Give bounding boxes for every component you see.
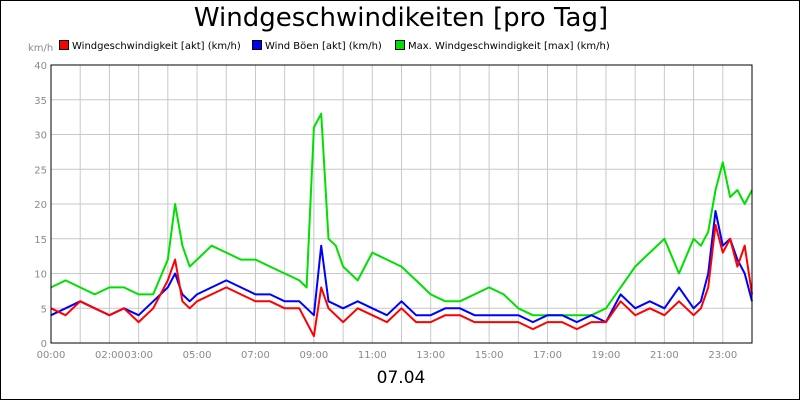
x-tick-label: 09:00 [299,350,328,361]
plot-border [50,64,753,344]
legend-label-wind-speed: Windgeschwindigkeit [akt] (km/h) [72,41,241,52]
y-tick-label: 40 [34,61,47,72]
y-tick-label: 15 [34,235,47,246]
series-line-wind-speed [50,223,753,338]
x-tick-label: 13:00 [416,350,445,361]
series-line-wind-gusts [50,210,753,324]
x-tick-label: 11:00 [358,350,387,361]
x-tick-label: 23:00 [708,350,737,361]
y-tick-label: 0 [41,339,47,350]
legend-item-wind-speed: Windgeschwindigkeit [akt] (km/h) [59,40,241,52]
y-tick-label: 10 [34,270,47,281]
series-line-max-wind [50,112,753,317]
x-tick-label: 17:00 [533,350,562,361]
legend-swatch-wind-gusts [252,40,262,50]
x-tick-label: 00:00 [37,350,66,361]
x-tick-label: 21:00 [650,350,679,361]
y-tick-label: 25 [34,165,47,176]
y-tick-label: 5 [41,304,47,315]
x-tick-label: 03:00 [124,350,153,361]
x-tick-label: 07:00 [241,350,270,361]
date-label: 07.04 [376,368,426,388]
y-axis-unit: km/h [28,43,54,54]
chart-title: Windgeschwindikeiten [pro Tag] [193,3,609,33]
legend-item-max-wind: Max. Windgeschwindigkeit [max] (km/h) [395,40,610,52]
legend-swatch-max-wind [395,40,405,50]
y-tick-label: 20 [34,200,47,211]
x-tick-label: 19:00 [592,350,621,361]
x-tick-label: 15:00 [475,350,504,361]
legend-swatch-wind-speed [59,40,69,50]
x-tick-label: 02:00 [95,350,124,361]
x-tick-label: 05:00 [183,350,212,361]
legend-label-max-wind: Max. Windgeschwindigkeit [max] (km/h) [408,41,610,52]
y-tick-label: 30 [34,131,47,142]
legend-item-wind-gusts: Wind Böen [akt] (km/h) [252,40,382,52]
y-tick-label: 35 [34,96,47,107]
legend-label-wind-gusts: Wind Böen [akt] (km/h) [265,41,382,52]
